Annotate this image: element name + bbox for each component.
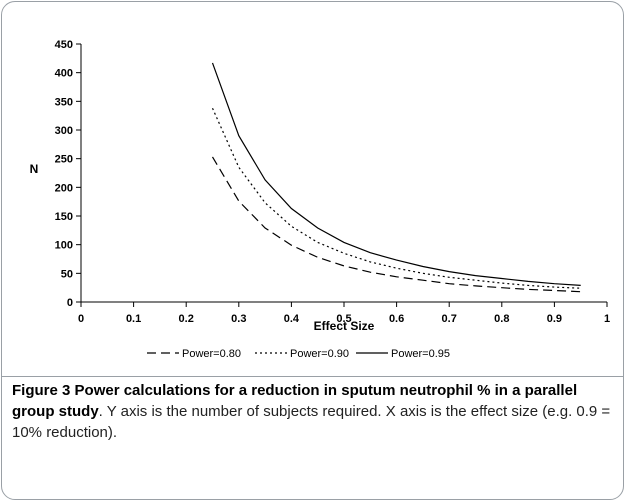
x-tick-label: 0.2 [179, 313, 194, 325]
figure-label: Figure 3 [12, 382, 71, 399]
x-tick-label: 0.5 [336, 313, 351, 325]
x-tick-label: 0.1 [126, 313, 141, 325]
x-tick-label: 0.4 [284, 313, 300, 325]
x-tick-label: 0.3 [231, 313, 246, 325]
axes: 0 50 100 150 200 250 300 350 400 450 0 0.1 0.2 0.3 0.4… [55, 39, 610, 325]
y-tick-label: 450 [55, 39, 73, 51]
series-line-2 [211, 107, 581, 289]
x-tick-label: 0.7 [442, 313, 457, 325]
x-axis-title: Effect Size [314, 319, 375, 333]
y-axis-title: N [30, 162, 39, 176]
y-tick-label: 300 [55, 125, 73, 137]
y-tick-label: 100 [55, 240, 73, 252]
y-tick-label: 50 [61, 268, 73, 280]
figure-caption: Figure 3 Power calculations for a reduct… [12, 380, 616, 443]
series-line-1 [211, 156, 581, 293]
legend: Power=0.80 Power=0.90 Power=0.95 [147, 348, 450, 360]
legend-label-1: Power=0.80 [182, 348, 241, 360]
x-tick-label: 0 [78, 313, 84, 325]
y-tick-label: 200 [55, 182, 73, 194]
y-tick-label: 0 [67, 297, 73, 309]
y-tick-label: 400 [55, 68, 73, 80]
x-tick-label: 1 [604, 313, 610, 325]
legend-label-3: Power=0.95 [391, 348, 450, 360]
caption-divider [2, 376, 624, 377]
y-tick-label: 350 [55, 96, 73, 108]
y-tick-label: 250 [55, 154, 73, 166]
legend-label-2: Power=0.90 [290, 348, 349, 360]
caption-title: Power calculations for a reduction in sp… [12, 382, 578, 420]
x-tick-label: 0.8 [494, 313, 509, 325]
x-tick-label: 0.9 [547, 313, 562, 325]
y-tick-label: 150 [55, 211, 73, 223]
chart: N Effect Size 0 50 100 150 200 250 300 350 400 45… [30, 39, 610, 360]
series-line-3 [211, 62, 581, 286]
x-tick-label: 0.6 [389, 313, 404, 325]
caption-text: . Y axis is the number of subjects requi… [12, 403, 611, 441]
plot-lines [211, 62, 581, 293]
